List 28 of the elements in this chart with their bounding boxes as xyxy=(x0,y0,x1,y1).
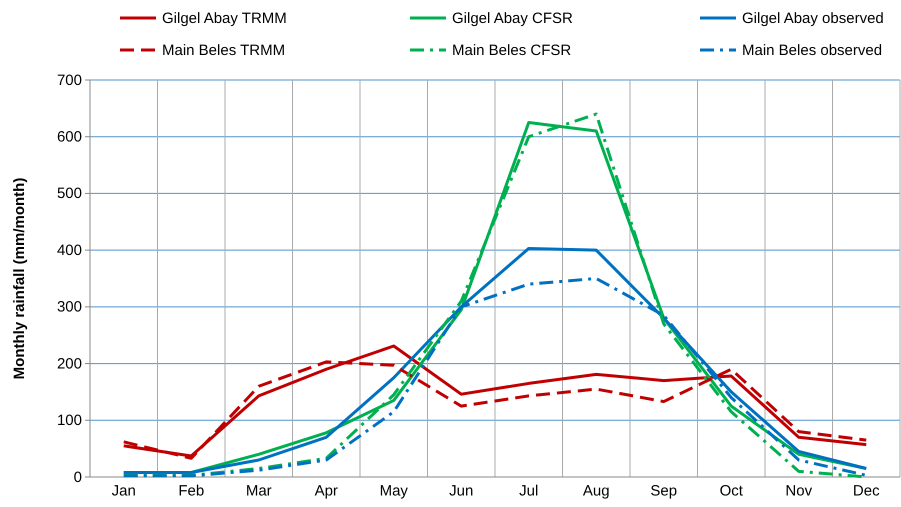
legend-label: Gilgel Abay CFSR xyxy=(452,10,574,27)
legend-label: Main Beles observed xyxy=(742,42,882,59)
legend-label: Gilgel Abay TRMM xyxy=(162,10,287,27)
y-tick-label: 400 xyxy=(56,242,82,259)
legend-label: Gilgel Abay observed xyxy=(742,10,884,27)
y-tick-label: 0 xyxy=(74,468,82,486)
x-tick-label: Dec xyxy=(852,482,880,500)
y-tick-label: 300 xyxy=(56,298,82,316)
y-tick-label: 600 xyxy=(56,128,82,146)
x-tick-label: Jul xyxy=(519,482,538,500)
x-tick-label: Feb xyxy=(178,482,204,500)
x-tick-label: Sep xyxy=(650,482,678,500)
y-axis-title: Monthly rainfall (mm/month) xyxy=(11,178,28,380)
legend-label: Main Beles TRMM xyxy=(162,42,286,59)
x-tick-label: Jun xyxy=(449,482,474,500)
y-tick-label: 200 xyxy=(56,355,82,372)
y-tick-label: 500 xyxy=(56,185,82,202)
line-series xyxy=(122,344,868,458)
y-tick-label: 100 xyxy=(56,412,82,430)
y-tick-label: 700 xyxy=(56,72,82,89)
x-tick-label: Jan xyxy=(112,482,136,500)
legend-label: Main Beles CFSR xyxy=(452,42,572,59)
x-tick-label: Aug xyxy=(582,482,610,500)
x-tick-label: May xyxy=(380,482,408,500)
x-tick-label: Apr xyxy=(314,482,338,500)
x-tick-label: Oct xyxy=(720,482,744,500)
x-tick-label: Mar xyxy=(246,482,272,500)
x-tick-label: Nov xyxy=(785,482,813,500)
